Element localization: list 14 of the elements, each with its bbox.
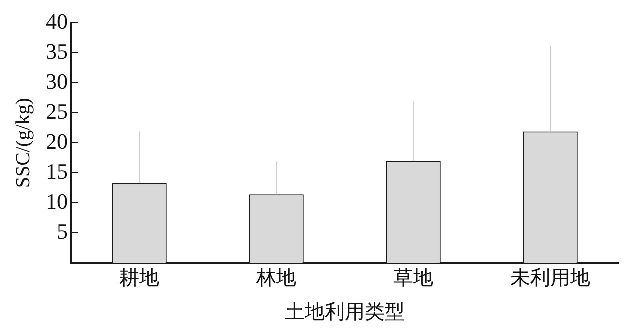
y-tick-label: 25 [46,98,68,124]
y-tick-label: 20 [46,128,68,154]
x-axis-title: 土地利用类型 [285,301,405,324]
x-tick-label: 未利用地 [510,267,590,290]
y-tick-label: 5 [57,218,68,244]
x-tick-label: 草地 [394,267,434,290]
x-tick-label: 林地 [256,267,296,290]
y-tick-label: 10 [46,188,68,214]
x-tick-label: 耕地 [120,267,160,290]
y-axis-title: SSC/(g/kg) [12,98,34,188]
y-tick-label: 15 [46,158,68,184]
y-tick-label: 35 [46,38,68,64]
y-tick-label: 30 [46,68,68,94]
y-tick-label: 40 [46,8,68,34]
